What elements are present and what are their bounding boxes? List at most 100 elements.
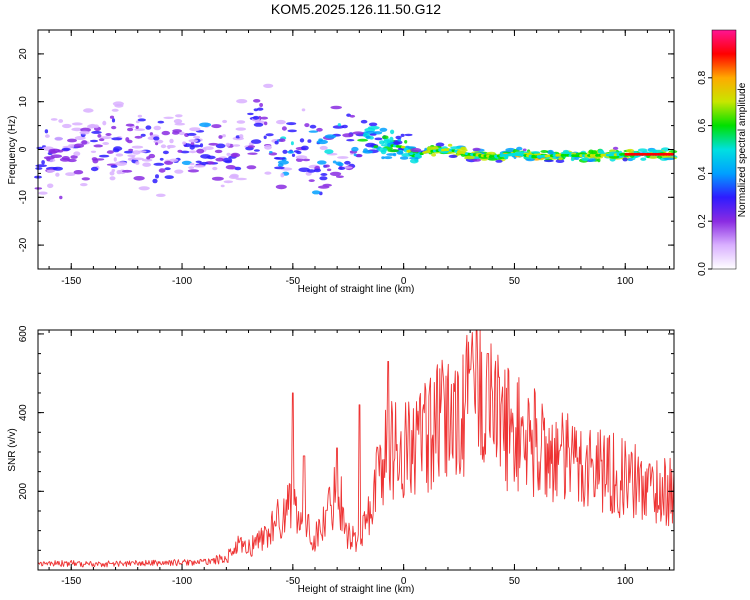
colorbar-tick-label: 0.8 (697, 70, 708, 84)
spectrogram-cell (48, 148, 61, 152)
spectrogram-cell (337, 123, 341, 127)
spectrogram-cell (177, 149, 183, 153)
spectrogram-cell (275, 184, 287, 190)
spectrogram-cell (164, 167, 171, 171)
spectrogram-cell (187, 169, 200, 173)
snr-x-tick-label: 50 (509, 576, 521, 587)
spectrogram-cell (264, 121, 268, 126)
spectrogram-cell (337, 156, 349, 159)
spectrogram-cell (73, 143, 85, 148)
spectrogram-cell (338, 166, 346, 170)
spectrogram-cell (175, 114, 183, 118)
spectrogram-cell (71, 127, 83, 132)
spectrogram-cell (352, 131, 364, 135)
spectrogram-cell (573, 157, 580, 160)
spectrogram-cell (640, 157, 647, 161)
spectrogram-cell (373, 145, 379, 149)
spectrogram-cell (128, 148, 134, 152)
spectrogram-cell (58, 119, 64, 123)
spectrogram-cell (160, 144, 167, 149)
spectrogram-cell (235, 177, 247, 181)
spectrogram-cell (265, 133, 274, 137)
spectrogram-cell (247, 145, 256, 149)
spectrogram-cell (73, 151, 81, 156)
spectrogram-cell (392, 141, 401, 146)
spectrogram-cell (105, 133, 112, 136)
snr-series-line (37, 329, 675, 568)
spectrogram-cell (622, 157, 628, 162)
spectrogram-cell (609, 151, 621, 154)
spectrogram-cell (277, 160, 289, 165)
spectrogram-cell (329, 171, 342, 176)
colorbar: 0.0 0.2 0.4 0.6 0.8 Normalized spectral ampl… (697, 29, 748, 276)
spectrogram-cell (495, 159, 503, 163)
snr-y-label: SNR (v/v) (7, 428, 18, 471)
spectrogram-cell (383, 156, 393, 160)
spectrogram-x-tick-label: -100 (172, 276, 192, 287)
spectrogram-cell (326, 168, 332, 172)
spectrogram-cell (353, 153, 357, 157)
spectrogram-cell (61, 147, 71, 151)
spectrogram-cell (153, 125, 162, 131)
spectrogram-x-tick-label: 100 (617, 276, 634, 287)
spectrogram-cell (316, 139, 328, 145)
spectrogram-cell (111, 125, 117, 130)
spectrogram-cell (127, 127, 134, 132)
spectrogram-cell (89, 123, 97, 128)
spectrogram-cell (448, 154, 458, 158)
spectrogram-cell (330, 105, 343, 110)
spectrogram-cell (226, 152, 231, 156)
spectrogram-cell (50, 154, 63, 158)
spectrogram-cell (516, 146, 523, 151)
spectrogram-cell (591, 150, 598, 155)
spectrogram-cell (98, 138, 105, 142)
snr-x-tick-label: -100 (172, 576, 192, 587)
spectrogram-cell (111, 108, 119, 112)
spectrogram-cell (555, 159, 565, 164)
spectrogram-cell (306, 169, 316, 173)
spectrogram-cell (163, 116, 174, 120)
spectrogram-cell (44, 129, 49, 134)
spectrogram-cell (308, 179, 315, 183)
spectrogram-y-tick-label: 20 (18, 48, 29, 60)
spectrogram-ridge-cell (403, 147, 409, 151)
spectrogram-cell (59, 195, 63, 200)
spectrogram-cell (648, 155, 658, 159)
snr-x-tick-label: 100 (617, 576, 634, 587)
colorbar-scale (711, 29, 737, 270)
spectrogram-cell (295, 155, 308, 160)
spectrogram-cell (188, 139, 199, 143)
figure-title: KOM5.2025.126.11.50.G12 (271, 1, 441, 17)
spectrogram-cell (487, 158, 498, 161)
spectrogram-cell (38, 191, 48, 195)
spectrogram-cell (183, 143, 192, 148)
spectrogram-ridge-cell (401, 145, 406, 149)
spectrogram-cell (252, 115, 260, 120)
spectrogram-cell (155, 174, 159, 179)
spectrogram-cell (186, 132, 197, 136)
spectrogram-cell (211, 124, 222, 129)
spectrogram-cell (367, 125, 380, 130)
spectrogram-cell (663, 157, 675, 161)
spectrogram-cell (464, 155, 475, 160)
spectrogram-cell (214, 149, 223, 154)
spectrogram-cell (232, 144, 241, 147)
spectrogram-cell (90, 150, 97, 153)
spectrogram-cell (269, 151, 273, 154)
spectrogram-cell (324, 164, 330, 168)
spectrogram-cell (47, 183, 54, 189)
spectrogram-cell (435, 142, 445, 147)
spectrogram-cell (390, 129, 395, 135)
spectrogram-cell (264, 144, 272, 150)
spectrogram-cell (222, 119, 228, 124)
spectrogram-cell (224, 160, 233, 164)
spectrogram-cell (208, 142, 219, 146)
spectrogram-cell (351, 146, 359, 152)
spectrogram-cell (307, 139, 312, 143)
spectrogram-cell (349, 114, 356, 118)
spectrogram-cell (218, 135, 223, 139)
spectrogram-cell (189, 150, 197, 154)
spectrogram-cell (153, 136, 160, 141)
spectrogram-cell (637, 148, 648, 152)
spectrogram-cell (274, 166, 285, 170)
